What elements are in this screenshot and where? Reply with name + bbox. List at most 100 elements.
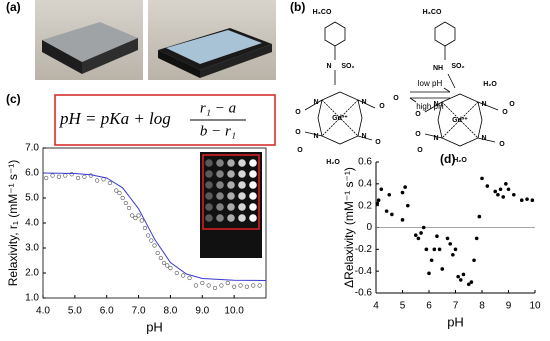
data-point	[384, 209, 389, 213]
x-tick-label: 6	[426, 301, 432, 312]
data-point	[44, 175, 49, 181]
data-point	[251, 283, 256, 288]
atom-label: O	[379, 103, 385, 110]
data-point	[525, 197, 529, 201]
data-point	[161, 260, 167, 266]
data-point	[419, 231, 423, 235]
inset-well	[205, 181, 213, 189]
inset-image	[200, 152, 262, 258]
x-tick-label: 7	[453, 301, 459, 312]
inset-well	[238, 192, 246, 200]
data-point	[168, 265, 173, 271]
x-axis-label: pH	[146, 319, 163, 334]
arrow-label: high pH	[416, 102, 444, 111]
data-point	[174, 270, 179, 276]
data-point	[75, 175, 81, 181]
equation: b − r₁	[200, 123, 236, 139]
data-point	[69, 172, 74, 177]
panel-label: (b)	[290, 0, 305, 14]
data-point	[437, 247, 442, 252]
y-tick-label: 7.0	[25, 143, 39, 154]
atom-label: SO₂	[451, 63, 464, 70]
data-point	[114, 188, 119, 193]
data-point	[387, 192, 392, 197]
data-point	[165, 263, 170, 268]
y-tick-label: 0.2	[358, 200, 372, 211]
data-point	[530, 198, 535, 203]
equation: r₁ − a	[200, 100, 236, 116]
data-point	[498, 187, 503, 192]
y-tick-label: -0.2	[355, 244, 373, 255]
fit-line	[42, 172, 267, 281]
y-axis-label: Relaxivity, r₁ (mM⁻¹ s⁻¹)	[6, 160, 20, 286]
data-point	[512, 192, 516, 197]
data-point	[493, 189, 498, 194]
data-point	[133, 215, 138, 221]
atom-label: N	[433, 101, 438, 108]
inset-well	[216, 170, 224, 178]
equation: pH = pKa + log	[59, 109, 171, 128]
inset-well	[238, 181, 246, 189]
equilibrium-arrows	[409, 87, 451, 103]
data-point	[200, 280, 205, 286]
photo-a1	[35, 0, 143, 80]
data-point	[193, 283, 199, 288]
x-tick-label: 5.0	[68, 306, 82, 317]
atom-label: O	[375, 139, 381, 146]
data-point	[390, 212, 394, 217]
data-point	[406, 203, 410, 208]
data-point	[219, 283, 224, 288]
x-tick-label: 4.0	[36, 306, 50, 317]
x-tick-label: 5	[400, 301, 406, 312]
data-point	[469, 280, 474, 284]
panel-label: (c)	[6, 92, 21, 106]
data-point	[376, 198, 381, 203]
x-tick-label: 9	[506, 301, 512, 312]
y-tick-label: 6.0	[25, 168, 39, 179]
panel-label: (d)	[440, 152, 455, 166]
molecule-right	[424, 21, 499, 147]
atom-label: O	[415, 131, 421, 138]
x-tick-label: 7.0	[132, 306, 146, 317]
data-point	[63, 173, 68, 178]
data-point	[206, 283, 211, 288]
y-tick-label: 1.0	[25, 293, 39, 304]
y-tick-label: 5.0	[25, 193, 39, 204]
data-point	[519, 198, 524, 203]
data-point	[435, 234, 439, 239]
data-point	[56, 174, 62, 179]
atom-label: N	[361, 99, 366, 106]
inset-well	[227, 181, 235, 189]
atom-label: H₂O	[483, 81, 497, 88]
y-tick-label: 0.6	[358, 157, 372, 168]
data-point	[155, 250, 160, 256]
data-point	[474, 236, 479, 241]
data-point	[485, 184, 490, 188]
inset-well	[216, 159, 224, 167]
inset-well	[249, 159, 257, 167]
inset-well	[216, 214, 224, 222]
atom-label: O	[297, 147, 303, 154]
inset-well	[216, 192, 224, 200]
arrow-label: low pH	[418, 79, 443, 88]
atom-label: N	[481, 101, 486, 108]
inset-well	[205, 159, 213, 167]
data-point	[212, 285, 218, 291]
y-tick-label: 4.0	[25, 218, 39, 229]
y-tick-label: 2.0	[25, 268, 39, 279]
data-point	[400, 190, 405, 195]
data-point	[448, 242, 453, 246]
photo-a2	[148, 0, 276, 80]
data-point	[466, 282, 471, 287]
data-point	[451, 252, 455, 257]
data-point	[244, 284, 249, 289]
atom-label: O	[295, 129, 301, 136]
data-point	[107, 180, 112, 186]
atom-label: O	[295, 109, 301, 116]
atom-label: N	[361, 133, 366, 140]
x-tick-label: 6.0	[100, 306, 114, 317]
data-point	[429, 258, 434, 263]
inset-well	[227, 203, 235, 211]
inset-well	[238, 170, 246, 178]
